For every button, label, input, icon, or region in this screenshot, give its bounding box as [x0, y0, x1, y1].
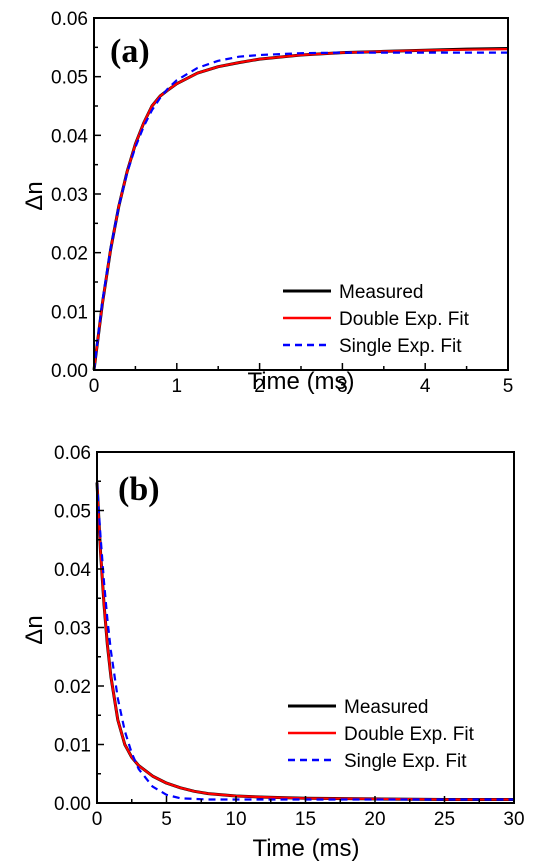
- panel-a-x-tick-label: 0: [89, 376, 100, 397]
- panel-b-y-tick-label: 0.05: [54, 502, 91, 523]
- panel-b-legend: Measured Double Exp. Fit Single Exp. Fit: [288, 697, 475, 772]
- panel-b-x-tick-label: 25: [434, 809, 455, 830]
- panel-b-ticks: 0 5 10 15 20 25 30 0.00 0.01 0.02 0.03 0.04 0.05 0.06: [54, 443, 525, 830]
- panel-a-y-tick-label: 0.00: [51, 361, 88, 382]
- panel-a-legend-label: Measured: [339, 282, 424, 303]
- panel-b-series-double-exp-fit: [95, 482, 514, 801]
- panel-b: 0 5 10 15 20 25 30 0.00 0.01 0.02 0.03 0.04 0.05 0.06…: [21, 443, 525, 862]
- panel-b-label: (b): [118, 471, 160, 508]
- panel-a-x-tick-label: 4: [420, 376, 431, 397]
- panel-a-label: (a): [110, 33, 150, 70]
- panel-a-x-tick-label: 1: [172, 376, 183, 397]
- panel-a-legend-label: Single Exp. Fit: [339, 336, 462, 357]
- panel-a-y-tick-label: 0.05: [51, 68, 88, 89]
- panel-b-x-tick-label: 5: [161, 809, 172, 830]
- panel-a-x-tick-label: 5: [503, 376, 514, 397]
- panel-b-x-tick-label: 10: [225, 809, 246, 830]
- panel-b-y-axis-label: Δn: [21, 615, 48, 644]
- panel-a: 0 1 2 3 4 5 0.00 0.01 0.02 0.03 0.04 0.05 0.06 (a) T…: [21, 9, 513, 397]
- panel-b-x-tick-label: 20: [364, 809, 385, 830]
- panel-a-series-single-exp-fit: [92, 51, 508, 371]
- panel-b-y-tick-label: 0.06: [54, 443, 91, 464]
- panel-a-y-axis-label: Δn: [21, 181, 48, 210]
- panel-b-legend-label: Double Exp. Fit: [344, 724, 475, 745]
- panel-a-y-tick-label: 0.02: [51, 244, 88, 265]
- panel-a-x-axis-label: Time (ms): [247, 368, 354, 395]
- panel-a-legend: Measured Double Exp. Fit Single Exp. Fit: [283, 282, 470, 357]
- panel-b-marks: [95, 482, 514, 801]
- panel-a-legend-label: Double Exp. Fit: [339, 309, 470, 330]
- panel-b-y-tick-label: 0.01: [54, 736, 91, 757]
- panel-b-legend-label: Measured: [344, 697, 429, 718]
- panel-b-x-tick-label: 15: [295, 809, 316, 830]
- panel-b-y-tick-label: 0.04: [54, 560, 91, 581]
- panel-b-x-tick-label: 0: [92, 809, 103, 830]
- panel-b-y-tick-label: 0.02: [54, 677, 91, 698]
- panel-a-marks: [92, 47, 509, 371]
- panel-b-y-tick-label: 0.00: [54, 794, 91, 815]
- panel-b-y-tick-label: 0.03: [54, 619, 91, 640]
- panel-a-x-tick-label: 2: [254, 376, 265, 397]
- panel-b-x-axis-label: Time (ms): [252, 835, 359, 862]
- panel-a-ticks: 0 1 2 3 4 5 0.00 0.01 0.02 0.03 0.04 0.05 0.06: [51, 9, 513, 397]
- panel-a-y-tick-label: 0.06: [51, 9, 88, 30]
- panel-a-y-tick-label: 0.03: [51, 185, 88, 206]
- panel-b-legend-label: Single Exp. Fit: [344, 751, 467, 772]
- panel-a-y-tick-label: 0.01: [51, 302, 88, 323]
- panel-b-x-tick-label: 30: [503, 809, 524, 830]
- panel-a-x-tick-label: 3: [337, 376, 348, 397]
- panel-a-y-tick-label: 0.04: [51, 126, 88, 147]
- panel-b-series-single-exp-fit: [95, 482, 514, 801]
